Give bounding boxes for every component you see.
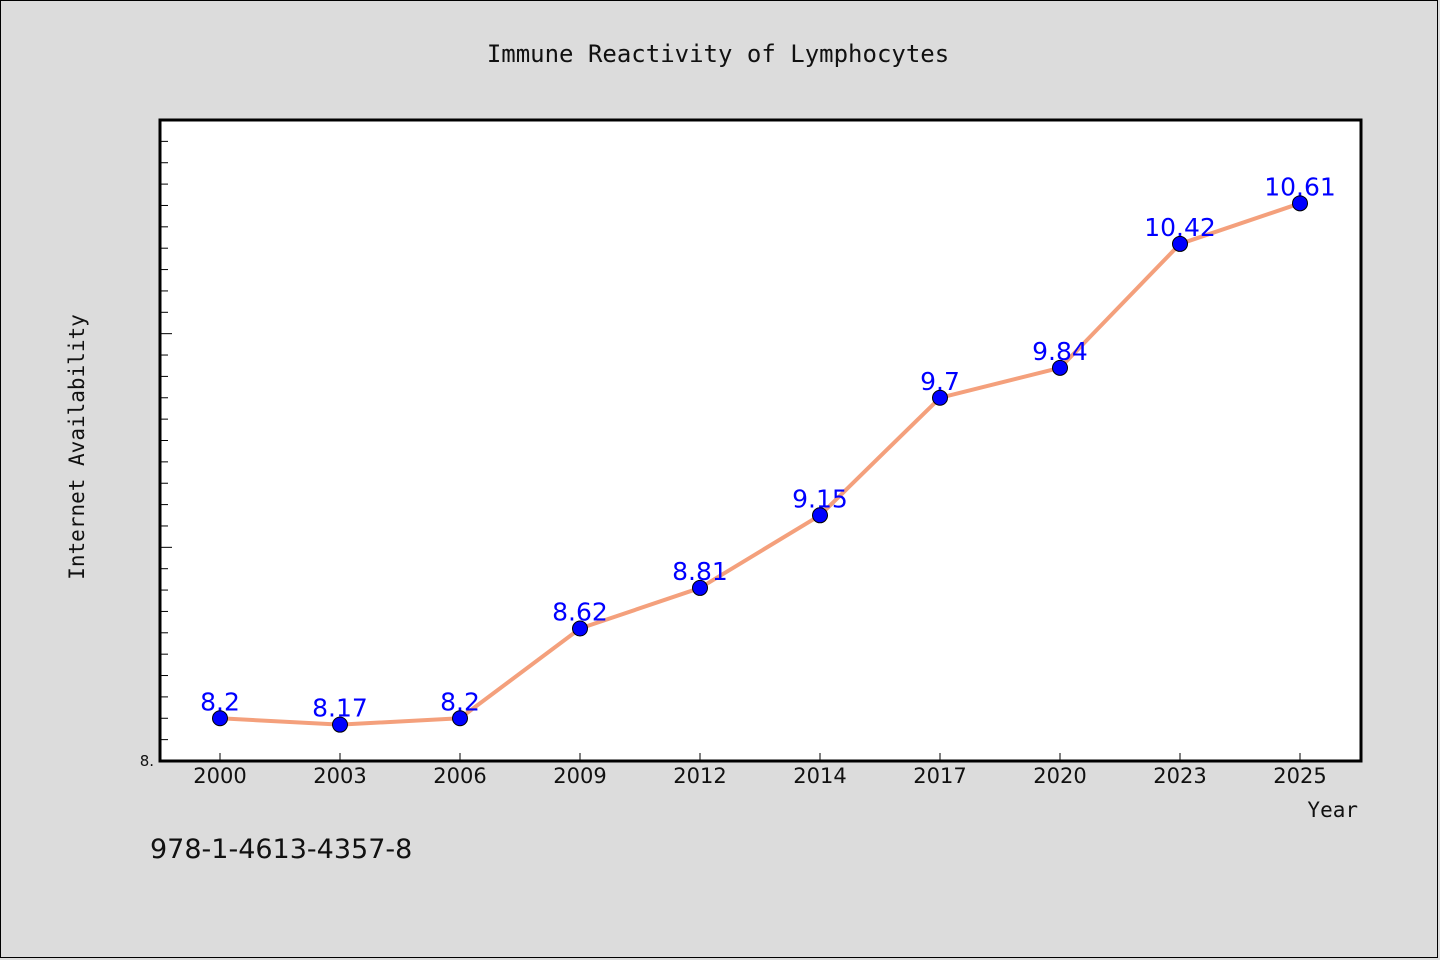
x-tick-label: 2017 bbox=[913, 764, 966, 788]
y-axis-label: Internet Availability bbox=[65, 314, 89, 580]
x-axis-label: Year bbox=[1307, 798, 1358, 822]
x-tick-label: 2006 bbox=[433, 764, 486, 788]
data-point bbox=[1172, 235, 1188, 252]
data-label: 8.17 bbox=[312, 694, 368, 723]
series-line bbox=[219, 201, 1301, 727]
data-point bbox=[212, 710, 228, 727]
x-tick-label: 2009 bbox=[553, 764, 606, 788]
x-tick-label: 2003 bbox=[313, 764, 366, 788]
data-point bbox=[452, 710, 468, 727]
x-tick-label: 2020 bbox=[1033, 764, 1086, 788]
data-label: 10.61 bbox=[1264, 172, 1336, 201]
data-label: 8.62 bbox=[552, 598, 608, 627]
data-point bbox=[932, 389, 948, 406]
data-label: 9.7 bbox=[920, 367, 960, 396]
x-tick-label: 2025 bbox=[1273, 764, 1326, 788]
data-label: 9.84 bbox=[1032, 337, 1088, 366]
x-tick-label: 2023 bbox=[1153, 764, 1206, 788]
data-point bbox=[1052, 359, 1068, 376]
data-label: 10.42 bbox=[1144, 213, 1216, 242]
data-label: 8.81 bbox=[672, 557, 728, 586]
y-tick-label: 8. bbox=[140, 752, 154, 770]
data-label: 9.15 bbox=[792, 484, 848, 513]
chart-title: Immune Reactivity of Lymphocytes bbox=[487, 40, 949, 68]
x-axis-ticks: 2000 2003 2006 2009 2012 2014 2017 2020 2023 2025 bbox=[193, 753, 1327, 788]
plot-area bbox=[158, 118, 1363, 763]
x-tick-label: 2000 bbox=[193, 764, 246, 788]
series-group bbox=[212, 195, 1308, 733]
data-point bbox=[812, 507, 828, 524]
data-point bbox=[1292, 195, 1308, 212]
data-point bbox=[572, 620, 588, 637]
x-tick-label: 2014 bbox=[793, 764, 846, 788]
x-tick-label: 2012 bbox=[673, 764, 726, 788]
data-label: 8.2 bbox=[200, 687, 240, 716]
data-point bbox=[692, 579, 708, 596]
data-point bbox=[332, 716, 348, 733]
data-labels: 8.2 8.17 8.2 8.62 8.81 9.15 9.7 9.84 10.42 10.61 bbox=[200, 172, 1336, 722]
isbn-note: 978-1-4613-4357-8 bbox=[150, 834, 413, 865]
y-axis-ticks bbox=[160, 119, 172, 762]
data-label: 8.2 bbox=[440, 687, 480, 716]
